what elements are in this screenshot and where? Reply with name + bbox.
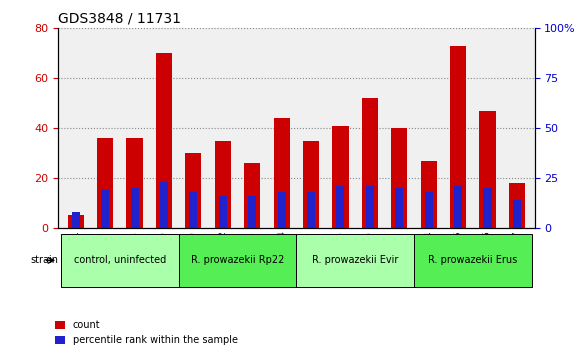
Bar [391, 128, 407, 228]
Text: strain: strain [31, 255, 59, 266]
FancyBboxPatch shape [179, 234, 296, 287]
Bar [97, 138, 113, 228]
Bar [421, 161, 437, 228]
Bar [185, 153, 202, 228]
Text: GDS3848 / 11731: GDS3848 / 11731 [58, 12, 181, 26]
Legend: count, percentile rank within the sample: count, percentile rank within the sample [51, 316, 242, 349]
Bar [218, 196, 227, 228]
Bar [160, 182, 168, 228]
Bar [509, 183, 525, 228]
Bar [366, 186, 374, 228]
Bar [483, 188, 492, 228]
Bar [425, 192, 433, 228]
Bar [156, 53, 172, 228]
Bar [395, 188, 403, 228]
Text: control, uninfected: control, uninfected [74, 255, 166, 266]
Bar [101, 190, 109, 228]
Bar [278, 192, 286, 228]
Bar [362, 98, 378, 228]
Bar [71, 212, 80, 228]
FancyBboxPatch shape [414, 234, 532, 287]
Bar [131, 188, 139, 228]
Text: R. prowazekii Rp22: R. prowazekii Rp22 [191, 255, 284, 266]
FancyBboxPatch shape [61, 234, 179, 287]
Bar [67, 216, 84, 228]
Bar [479, 111, 496, 228]
Bar [336, 186, 345, 228]
Bar [189, 192, 198, 228]
Bar [513, 200, 521, 228]
Bar [454, 186, 462, 228]
Bar [303, 141, 319, 228]
Bar [248, 196, 256, 228]
Bar [127, 138, 143, 228]
Bar [332, 126, 349, 228]
Bar [274, 118, 290, 228]
Text: R. prowazekii Erus: R. prowazekii Erus [428, 255, 518, 266]
Bar [307, 192, 315, 228]
Bar [450, 46, 466, 228]
Bar [244, 163, 260, 228]
Text: R. prowazekii Evir: R. prowazekii Evir [312, 255, 399, 266]
Bar [215, 141, 231, 228]
FancyBboxPatch shape [296, 234, 414, 287]
